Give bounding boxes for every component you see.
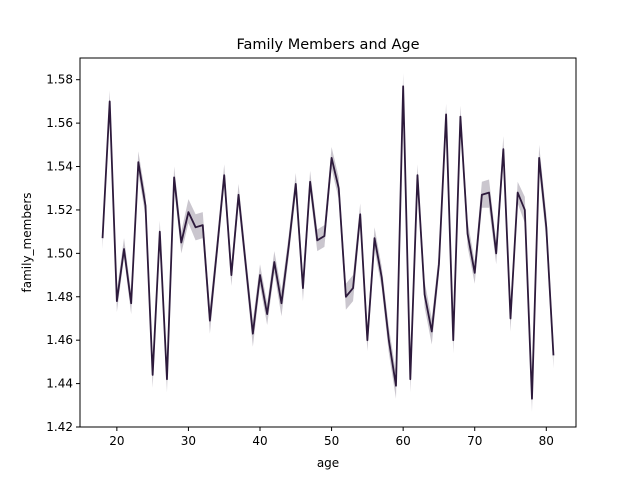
plot-area [101, 73, 555, 412]
x-axis-label: age [317, 456, 339, 470]
y-tick-label: 1.56 [46, 116, 73, 130]
y-tick-label: 1.50 [46, 246, 73, 260]
y-tick-label: 1.54 [46, 160, 73, 174]
x-tick-label: 60 [396, 434, 411, 448]
y-axis-label: family_members [20, 193, 34, 293]
x-tick-label: 50 [324, 434, 339, 448]
x-tick-label: 30 [181, 434, 196, 448]
x-tick-label: 20 [109, 434, 124, 448]
y-tick-label: 1.58 [46, 73, 73, 87]
y-tick-label: 1.46 [46, 333, 73, 347]
x-tick-label: 70 [467, 434, 482, 448]
x-tick-label: 40 [252, 434, 267, 448]
y-tick-label: 1.52 [46, 203, 73, 217]
axes-frame [79, 57, 577, 428]
y-tick-label: 1.48 [46, 290, 73, 304]
confidence-band [102, 73, 554, 412]
y-tick-label: 1.44 [46, 377, 73, 391]
series-line [101, 85, 555, 400]
x-tick-label: 80 [539, 434, 554, 448]
y-tick-label: 1.42 [46, 420, 73, 434]
chart-title: Family Members and Age [236, 37, 419, 53]
y-axis: 1.42 1.44 1.46 1.48 1.50 1.52 1.54 1.56 1.58 [46, 73, 80, 434]
x-axis: 20 30 40 50 60 70 80 [109, 427, 554, 448]
